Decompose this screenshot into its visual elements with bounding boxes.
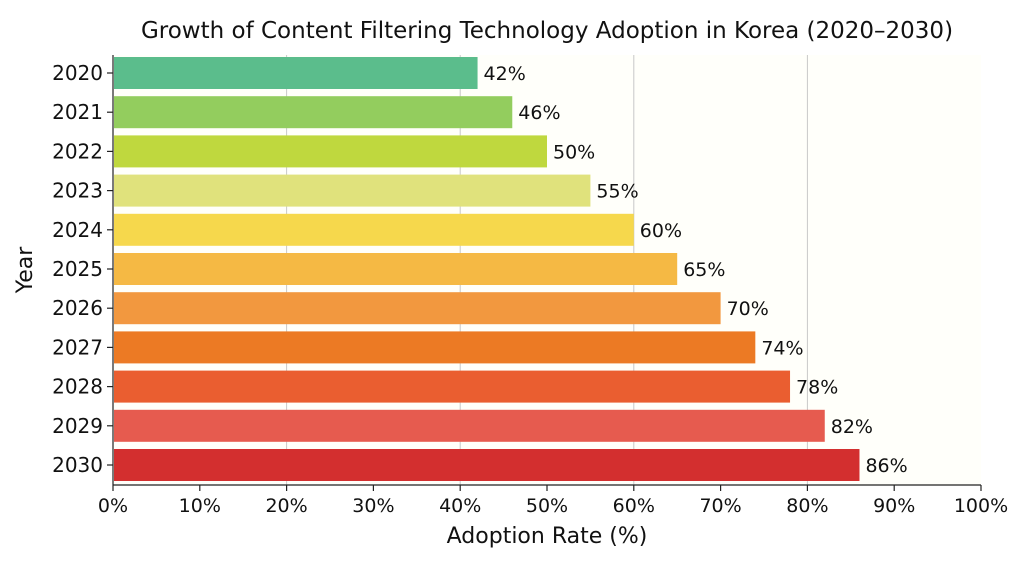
data-label: 70% [727,298,769,320]
data-label: 78% [796,377,838,399]
data-label: 60% [640,220,682,242]
y-tick-label: 2022 [52,139,103,163]
x-tick-label: 80% [786,495,828,517]
data-label: 82% [831,416,873,438]
x-axis-label: Adoption Rate (%) [447,524,648,549]
bar-2020 [114,57,478,89]
bar-2029 [114,409,825,442]
data-label: 86% [865,455,907,477]
data-label: 46% [518,102,560,124]
x-tick-label: 0% [98,495,128,517]
data-label: 50% [553,141,595,163]
bar-2021 [114,96,513,129]
y-tick-label: 2023 [52,179,103,203]
data-label: 74% [761,337,803,359]
y-tick-label: 2020 [52,61,103,85]
y-tick-label: 2029 [52,414,103,438]
bar-2025 [114,253,678,285]
y-axis-label: Year [13,246,38,295]
y-tick-label: 2025 [52,257,103,281]
x-tick-label: 70% [699,495,741,517]
x-tick-label: 50% [526,495,568,517]
y-tick-label: 2027 [52,335,103,359]
y-tick-label: 2021 [52,100,103,124]
y-tick-label: 2024 [52,218,103,242]
bar-2027 [114,331,756,364]
bar-2030 [114,449,860,481]
x-tick-label: 10% [179,495,221,517]
x-tick-label: 60% [613,495,655,517]
x-tick-label: 40% [439,495,481,517]
y-tick-label: 2026 [52,296,103,320]
y-tick-label: 2030 [52,453,103,477]
data-label: 55% [596,181,638,203]
x-tick-label: 90% [873,495,915,517]
bar-2022 [114,135,547,168]
x-tick-label: 20% [265,495,307,517]
x-tick-label: 100% [954,495,1008,517]
bar-2024 [114,213,634,246]
data-label: 42% [484,63,526,85]
bar-2026 [114,292,721,325]
bar-2028 [114,370,791,403]
bar-2023 [114,174,591,207]
y-tick-label: 2028 [52,375,103,399]
data-label: 65% [683,259,725,281]
chart-title: Growth of Content Filtering Technology A… [141,18,953,44]
x-tick-label: 30% [352,495,394,517]
